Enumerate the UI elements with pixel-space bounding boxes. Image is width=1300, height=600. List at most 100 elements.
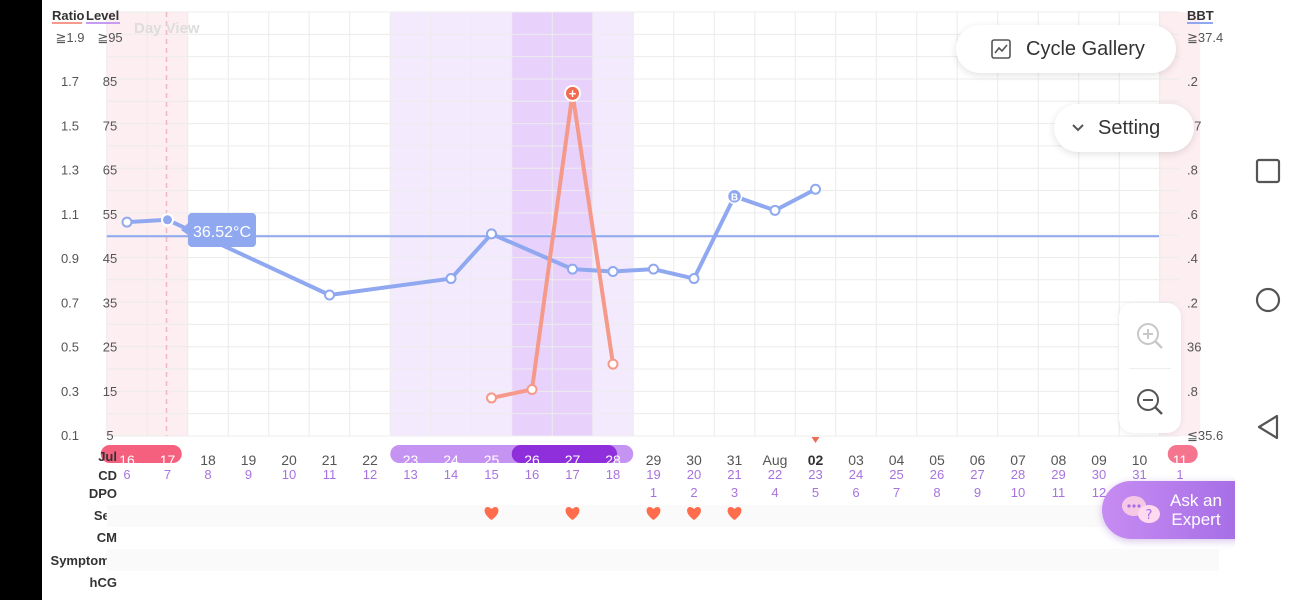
level-tick-label: 45 <box>103 251 117 266</box>
dpo-value: 10 <box>1011 485 1025 500</box>
fertile-band <box>592 12 634 436</box>
level-tick-label: 35 <box>103 295 117 310</box>
date-label: 23 <box>403 452 419 468</box>
cd-value: 11 <box>323 467 337 482</box>
fertile-band <box>430 12 472 436</box>
row-label-symptoms: Symptoms <box>51 553 117 568</box>
cd-value: 28 <box>1011 467 1025 482</box>
ask-expert-button[interactable]: ? Ask an Expert <box>1102 481 1235 539</box>
row-label-hcg: hCG <box>90 575 117 590</box>
date-label: 04 <box>889 452 905 468</box>
heart-icon <box>727 507 742 520</box>
lh-peak-point <box>564 84 581 102</box>
setting-label: Setting <box>1098 116 1161 139</box>
day-view-label: Day View <box>134 20 200 37</box>
cycle-gallery-button[interactable]: Cycle Gallery <box>956 25 1176 73</box>
cd-value: 26 <box>930 467 944 482</box>
screen: Ratio Level BBT Day View ≧1.9 ≧95 ≧37.4 1.7 85.2… <box>42 0 1235 600</box>
ovulation-band <box>511 12 553 436</box>
ratio-tick-label: 0.3 <box>61 384 79 399</box>
bbt-point <box>769 204 781 216</box>
ratio-tick-label: ≧1.9 <box>56 30 85 45</box>
lh-point <box>526 383 538 395</box>
heart-icon <box>565 507 580 520</box>
date-label: 11 <box>1173 452 1188 468</box>
bbt-tick-label: .8 <box>1187 384 1198 399</box>
setting-button[interactable]: Setting <box>1054 104 1194 152</box>
date-label: 21 <box>322 452 338 468</box>
date-label: 10 <box>1132 452 1148 468</box>
date-label: 28 <box>605 452 621 468</box>
bbt-tick-label: .8 <box>1187 163 1198 178</box>
level-tick-label: 55 <box>103 207 117 222</box>
back-icon[interactable] <box>1255 414 1281 440</box>
lh-series-line <box>491 91 615 400</box>
bbt-header: BBT <box>1187 8 1214 23</box>
bbt-tooltip-pointer <box>181 223 188 235</box>
cd-value: 29 <box>1051 467 1065 482</box>
level-underline <box>86 22 120 24</box>
svg-text:?: ? <box>1146 508 1153 523</box>
row-stripe <box>106 505 1219 527</box>
lh-peak-plus: + <box>569 86 577 101</box>
cd-value: 22 <box>768 467 782 482</box>
level-tick-label: ≧95 <box>97 30 122 45</box>
ratio-tick-label: 0.1 <box>61 428 79 443</box>
date-label: 09 <box>1091 452 1107 468</box>
dpo-value: 8 <box>933 485 940 500</box>
date-label: 07 <box>1010 452 1026 468</box>
date-label: 17 <box>160 452 176 468</box>
level-tick-label: 75 <box>103 118 117 133</box>
row-stripe <box>106 549 1219 571</box>
lh-point <box>607 358 619 370</box>
bbt-underline <box>1187 22 1213 24</box>
zoom-out-icon[interactable] <box>1135 387 1165 417</box>
bbt-tick-label: ≦35.6 <box>1187 428 1223 443</box>
recent-apps-icon[interactable] <box>1255 158 1281 184</box>
heart-icon <box>646 507 661 520</box>
today-marker <box>811 437 820 443</box>
cd-value: 30 <box>1092 467 1106 482</box>
ovulation-date-pill <box>511 445 618 463</box>
lh-point <box>486 392 497 404</box>
date-label: Aug <box>763 452 788 468</box>
home-icon[interactable] <box>1255 287 1281 313</box>
ask-expert-label: Ask an Expert <box>1170 491 1222 529</box>
fertile-band <box>471 12 512 436</box>
date-label: 05 <box>929 452 945 468</box>
zoom-divider <box>1129 368 1171 369</box>
chart-icon <box>991 39 1011 59</box>
bbt-tick-label: .2 <box>1187 74 1198 89</box>
cd-value: 14 <box>444 467 458 482</box>
ratio-underline <box>52 22 82 24</box>
date-label: 03 <box>848 452 864 468</box>
cd-value: 12 <box>363 467 377 482</box>
ask-expert-line2: Expert <box>1171 510 1221 529</box>
date-label: 25 <box>484 452 500 468</box>
cd-value: 27 <box>970 467 984 482</box>
level-header: Level <box>86 8 119 23</box>
month-label: Jul <box>98 449 117 464</box>
row-label-cm: CM <box>97 530 117 545</box>
zoom-controls <box>1119 303 1181 433</box>
bbt-point <box>607 266 619 277</box>
dpo-value: 6 <box>852 485 859 500</box>
bbt-point <box>121 216 133 228</box>
ratio-tick-label: 1.7 <box>61 74 79 89</box>
level-tick-label: 85 <box>103 74 117 89</box>
bbt-point <box>486 228 497 240</box>
date-label: 20 <box>281 452 297 468</box>
zoom-in-icon[interactable] <box>1135 321 1165 351</box>
dpo-value: 4 <box>771 485 778 500</box>
ask-expert-line1: Ask an <box>1170 491 1222 510</box>
bbt-point <box>324 289 335 301</box>
date-label: 08 <box>1051 452 1067 468</box>
ratio-tick-label: 0.5 <box>61 340 79 355</box>
dpo-value: 1 <box>650 485 657 500</box>
bbt-point-label: B <box>731 192 738 203</box>
date-label: 22 <box>362 452 378 468</box>
period-date-pill <box>1167 445 1198 463</box>
level-tick-label: 65 <box>103 163 117 178</box>
dpo-value: 9 <box>974 485 981 500</box>
bbt-point <box>445 273 457 285</box>
